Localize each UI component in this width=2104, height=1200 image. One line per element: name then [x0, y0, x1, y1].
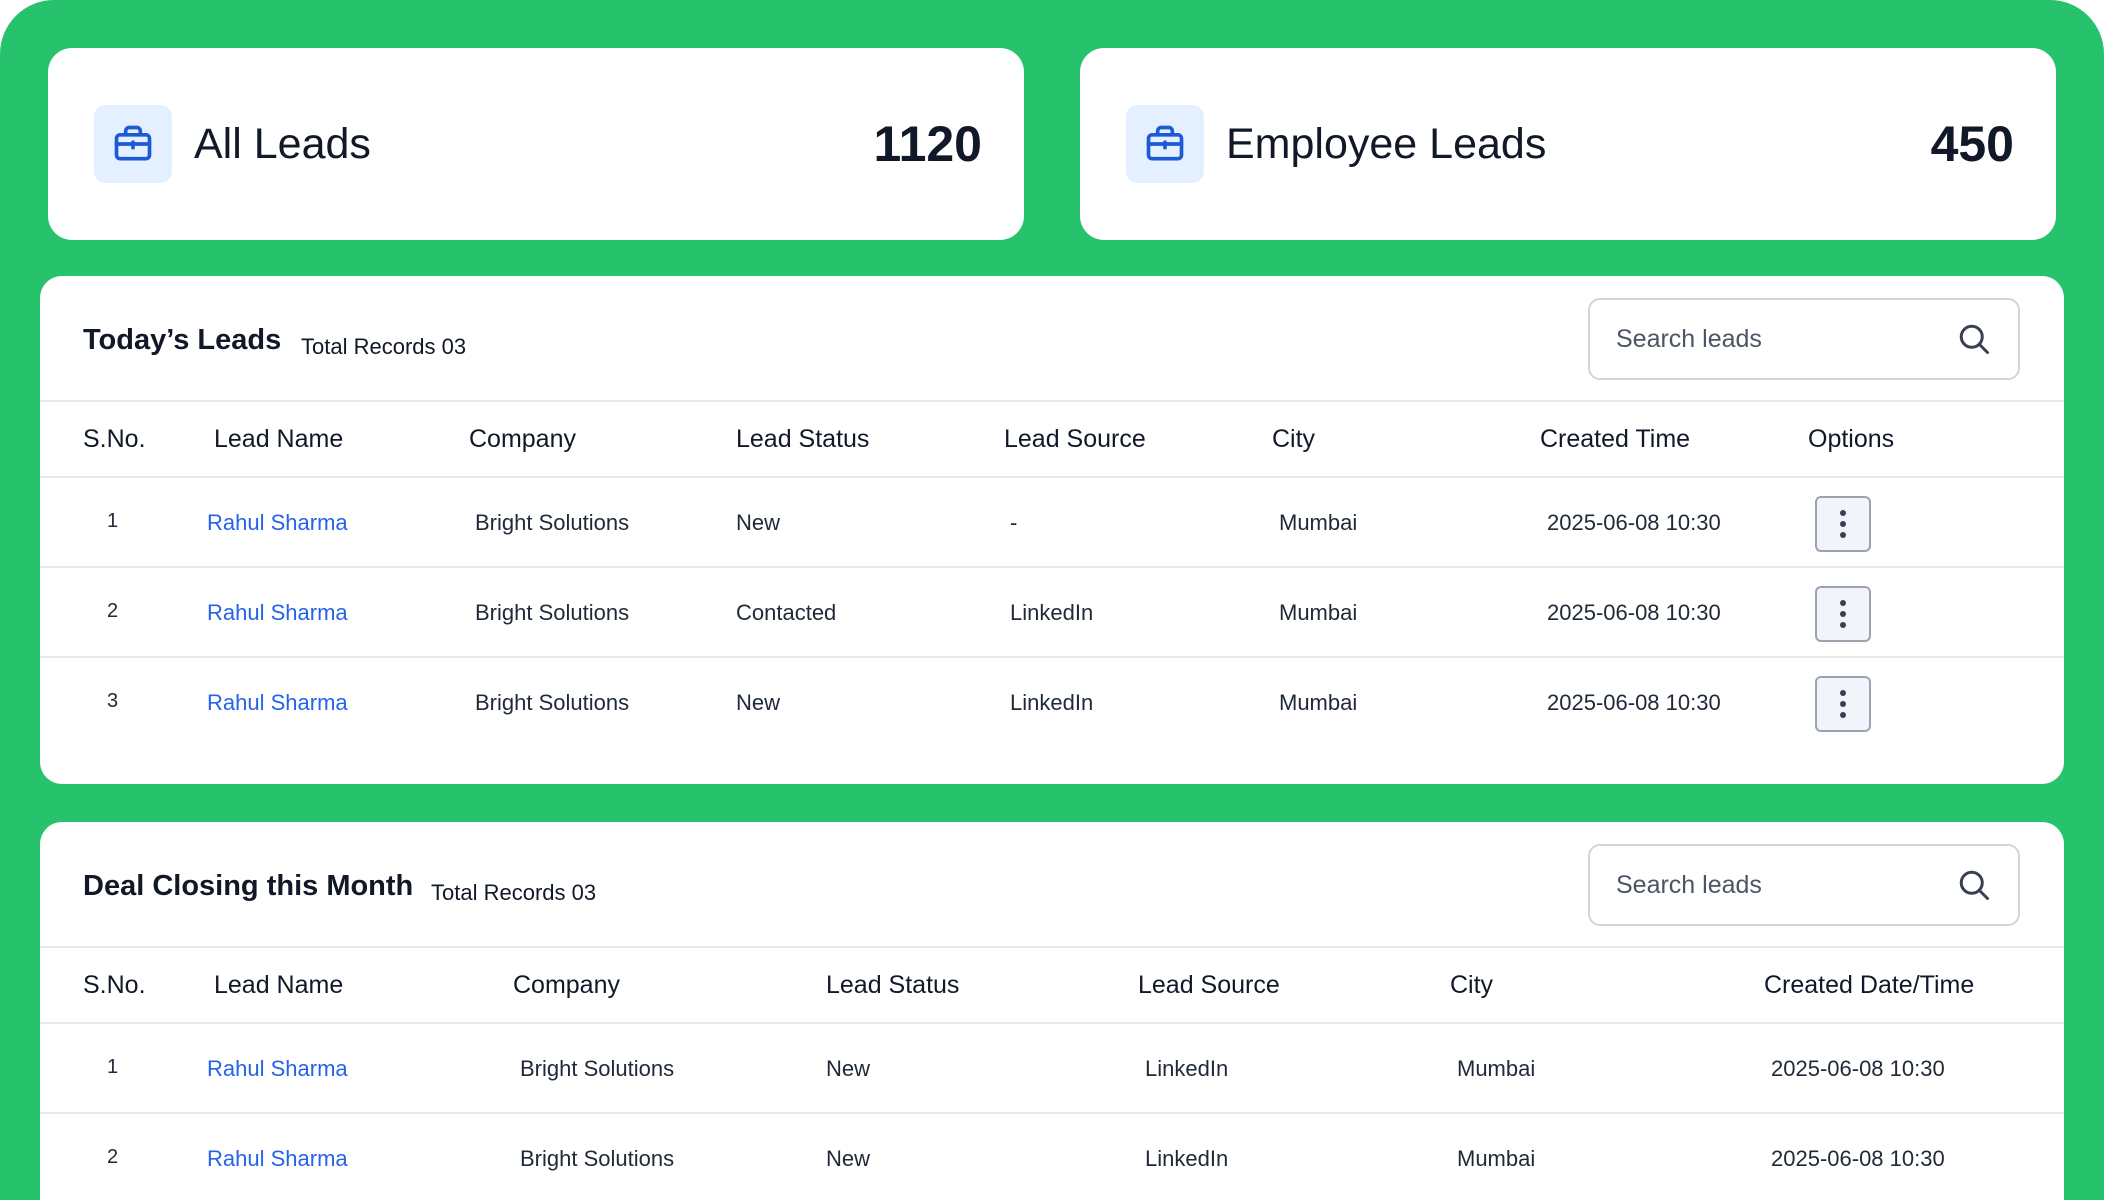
more-vertical-icon — [1840, 690, 1846, 696]
briefcase-icon — [94, 105, 172, 183]
search-icon[interactable] — [1954, 319, 1994, 359]
cell-source: LinkedIn — [1010, 690, 1094, 715]
deal-closing-total-records: Total Records 03 — [431, 880, 597, 905]
todays-leads-title: Today’s Leads — [83, 324, 282, 356]
cell-status: Contacted — [736, 600, 837, 625]
table-row: 2 Rahul Sharma Bright Solutions Contacte… — [40, 568, 2064, 658]
col-lead-name: Lead Name — [214, 425, 344, 453]
briefcase-icon — [1126, 105, 1204, 183]
cell-created: 2025-06-08 10:30 — [1547, 510, 1721, 535]
employee-leads-label: Employee Leads — [1226, 119, 1547, 168]
all-leads-value: 1120 — [873, 116, 982, 172]
col-company: Company — [469, 425, 576, 453]
col-city: City — [1272, 425, 1316, 453]
todays-leads-panel: Today’s Leads Total Records 03 S.No. Lea… — [40, 276, 2064, 784]
deal-closing-search — [1588, 844, 2020, 926]
col-city: City — [1450, 971, 1494, 999]
cell-city: Mumbai — [1279, 600, 1358, 625]
more-vertical-icon — [1840, 510, 1846, 516]
col-options: Options — [1808, 425, 1895, 453]
cell-created: 2025-06-08 10:30 — [1771, 1056, 1945, 1081]
cell-created: 2025-06-08 10:30 — [1547, 690, 1721, 715]
cell-company: Bright Solutions — [520, 1146, 675, 1171]
cell-company: Bright Solutions — [475, 600, 630, 625]
cell-city: Mumbai — [1457, 1146, 1536, 1171]
cell-created: 2025-06-08 10:30 — [1547, 600, 1721, 625]
cell-city: Mumbai — [1279, 690, 1358, 715]
col-lead-status: Lead Status — [826, 971, 960, 999]
col-sno: S.No. — [83, 425, 146, 453]
table-row: 3 Rahul Sharma Bright Solutions New Link… — [40, 658, 2064, 748]
lead-name-link[interactable]: Rahul Sharma — [207, 1146, 348, 1171]
cell-status: New — [736, 510, 781, 535]
table-row: 1 Rahul Sharma Bright Solutions New Link… — [40, 1024, 2064, 1114]
lead-name-link[interactable]: Rahul Sharma — [207, 510, 348, 535]
cell-sno: 1 — [107, 510, 119, 532]
col-company: Company — [513, 971, 620, 999]
table-row: 1 Rahul Sharma Bright Solutions New - Mu… — [40, 478, 2064, 568]
table-row: 2 Rahul Sharma Bright Solutions New Link… — [40, 1114, 2064, 1200]
todays-leads-table-header: S.No. Lead Name Company Lead Status Lead… — [40, 402, 2064, 478]
cell-city: Mumbai — [1457, 1056, 1536, 1081]
employee-leads-value: 450 — [1930, 116, 2014, 172]
lead-name-link[interactable]: Rahul Sharma — [207, 1056, 348, 1081]
cell-status: New — [736, 690, 781, 715]
employee-leads-card: Employee Leads 450 — [1080, 48, 2056, 240]
options-menu-button[interactable] — [1815, 586, 1871, 642]
cell-source: LinkedIn — [1145, 1146, 1229, 1171]
cell-source: - — [1010, 510, 1018, 535]
options-menu-button[interactable] — [1815, 496, 1871, 552]
more-vertical-icon — [1840, 600, 1846, 606]
deal-closing-title: Deal Closing this Month — [83, 870, 414, 902]
lead-name-link[interactable]: Rahul Sharma — [207, 600, 348, 625]
deal-closing-search-input[interactable] — [1616, 870, 1954, 900]
deal-closing-table-header: S.No. Lead Name Company Lead Status Lead… — [40, 948, 2064, 1024]
todays-leads-total-records: Total Records 03 — [301, 334, 467, 359]
deal-closing-header: Deal Closing this Month Total Records 03 — [40, 822, 2064, 948]
cell-sno: 2 — [107, 1146, 119, 1168]
col-lead-source: Lead Source — [1138, 971, 1280, 999]
col-sno: S.No. — [83, 971, 146, 999]
cell-sno: 1 — [107, 1056, 119, 1078]
cell-company: Bright Solutions — [475, 510, 630, 535]
cell-company: Bright Solutions — [475, 690, 630, 715]
col-lead-status: Lead Status — [736, 425, 870, 453]
deal-closing-panel: Deal Closing this Month Total Records 03… — [40, 822, 2064, 1200]
lead-name-link[interactable]: Rahul Sharma — [207, 690, 348, 715]
cell-source: LinkedIn — [1145, 1056, 1229, 1081]
cell-sno: 3 — [107, 690, 119, 712]
cell-city: Mumbai — [1279, 510, 1358, 535]
todays-leads-header: Today’s Leads Total Records 03 — [40, 276, 2064, 402]
cell-status: New — [826, 1146, 871, 1171]
search-icon[interactable] — [1954, 865, 1994, 905]
todays-leads-search — [1588, 298, 2020, 380]
cell-sno: 2 — [107, 600, 119, 622]
cell-source: LinkedIn — [1010, 600, 1094, 625]
cell-status: New — [826, 1056, 871, 1081]
all-leads-label: All Leads — [194, 119, 371, 168]
cell-created: 2025-06-08 10:30 — [1771, 1146, 1945, 1171]
col-created-time: Created Time — [1540, 425, 1691, 453]
todays-leads-search-input[interactable] — [1616, 324, 1954, 354]
col-lead-name: Lead Name — [214, 971, 344, 999]
options-menu-button[interactable] — [1815, 676, 1871, 732]
col-created-date-time: Created Date/Time — [1764, 971, 1975, 999]
cell-company: Bright Solutions — [520, 1056, 675, 1081]
col-lead-source: Lead Source — [1004, 425, 1146, 453]
all-leads-card: All Leads 1120 — [48, 48, 1024, 240]
